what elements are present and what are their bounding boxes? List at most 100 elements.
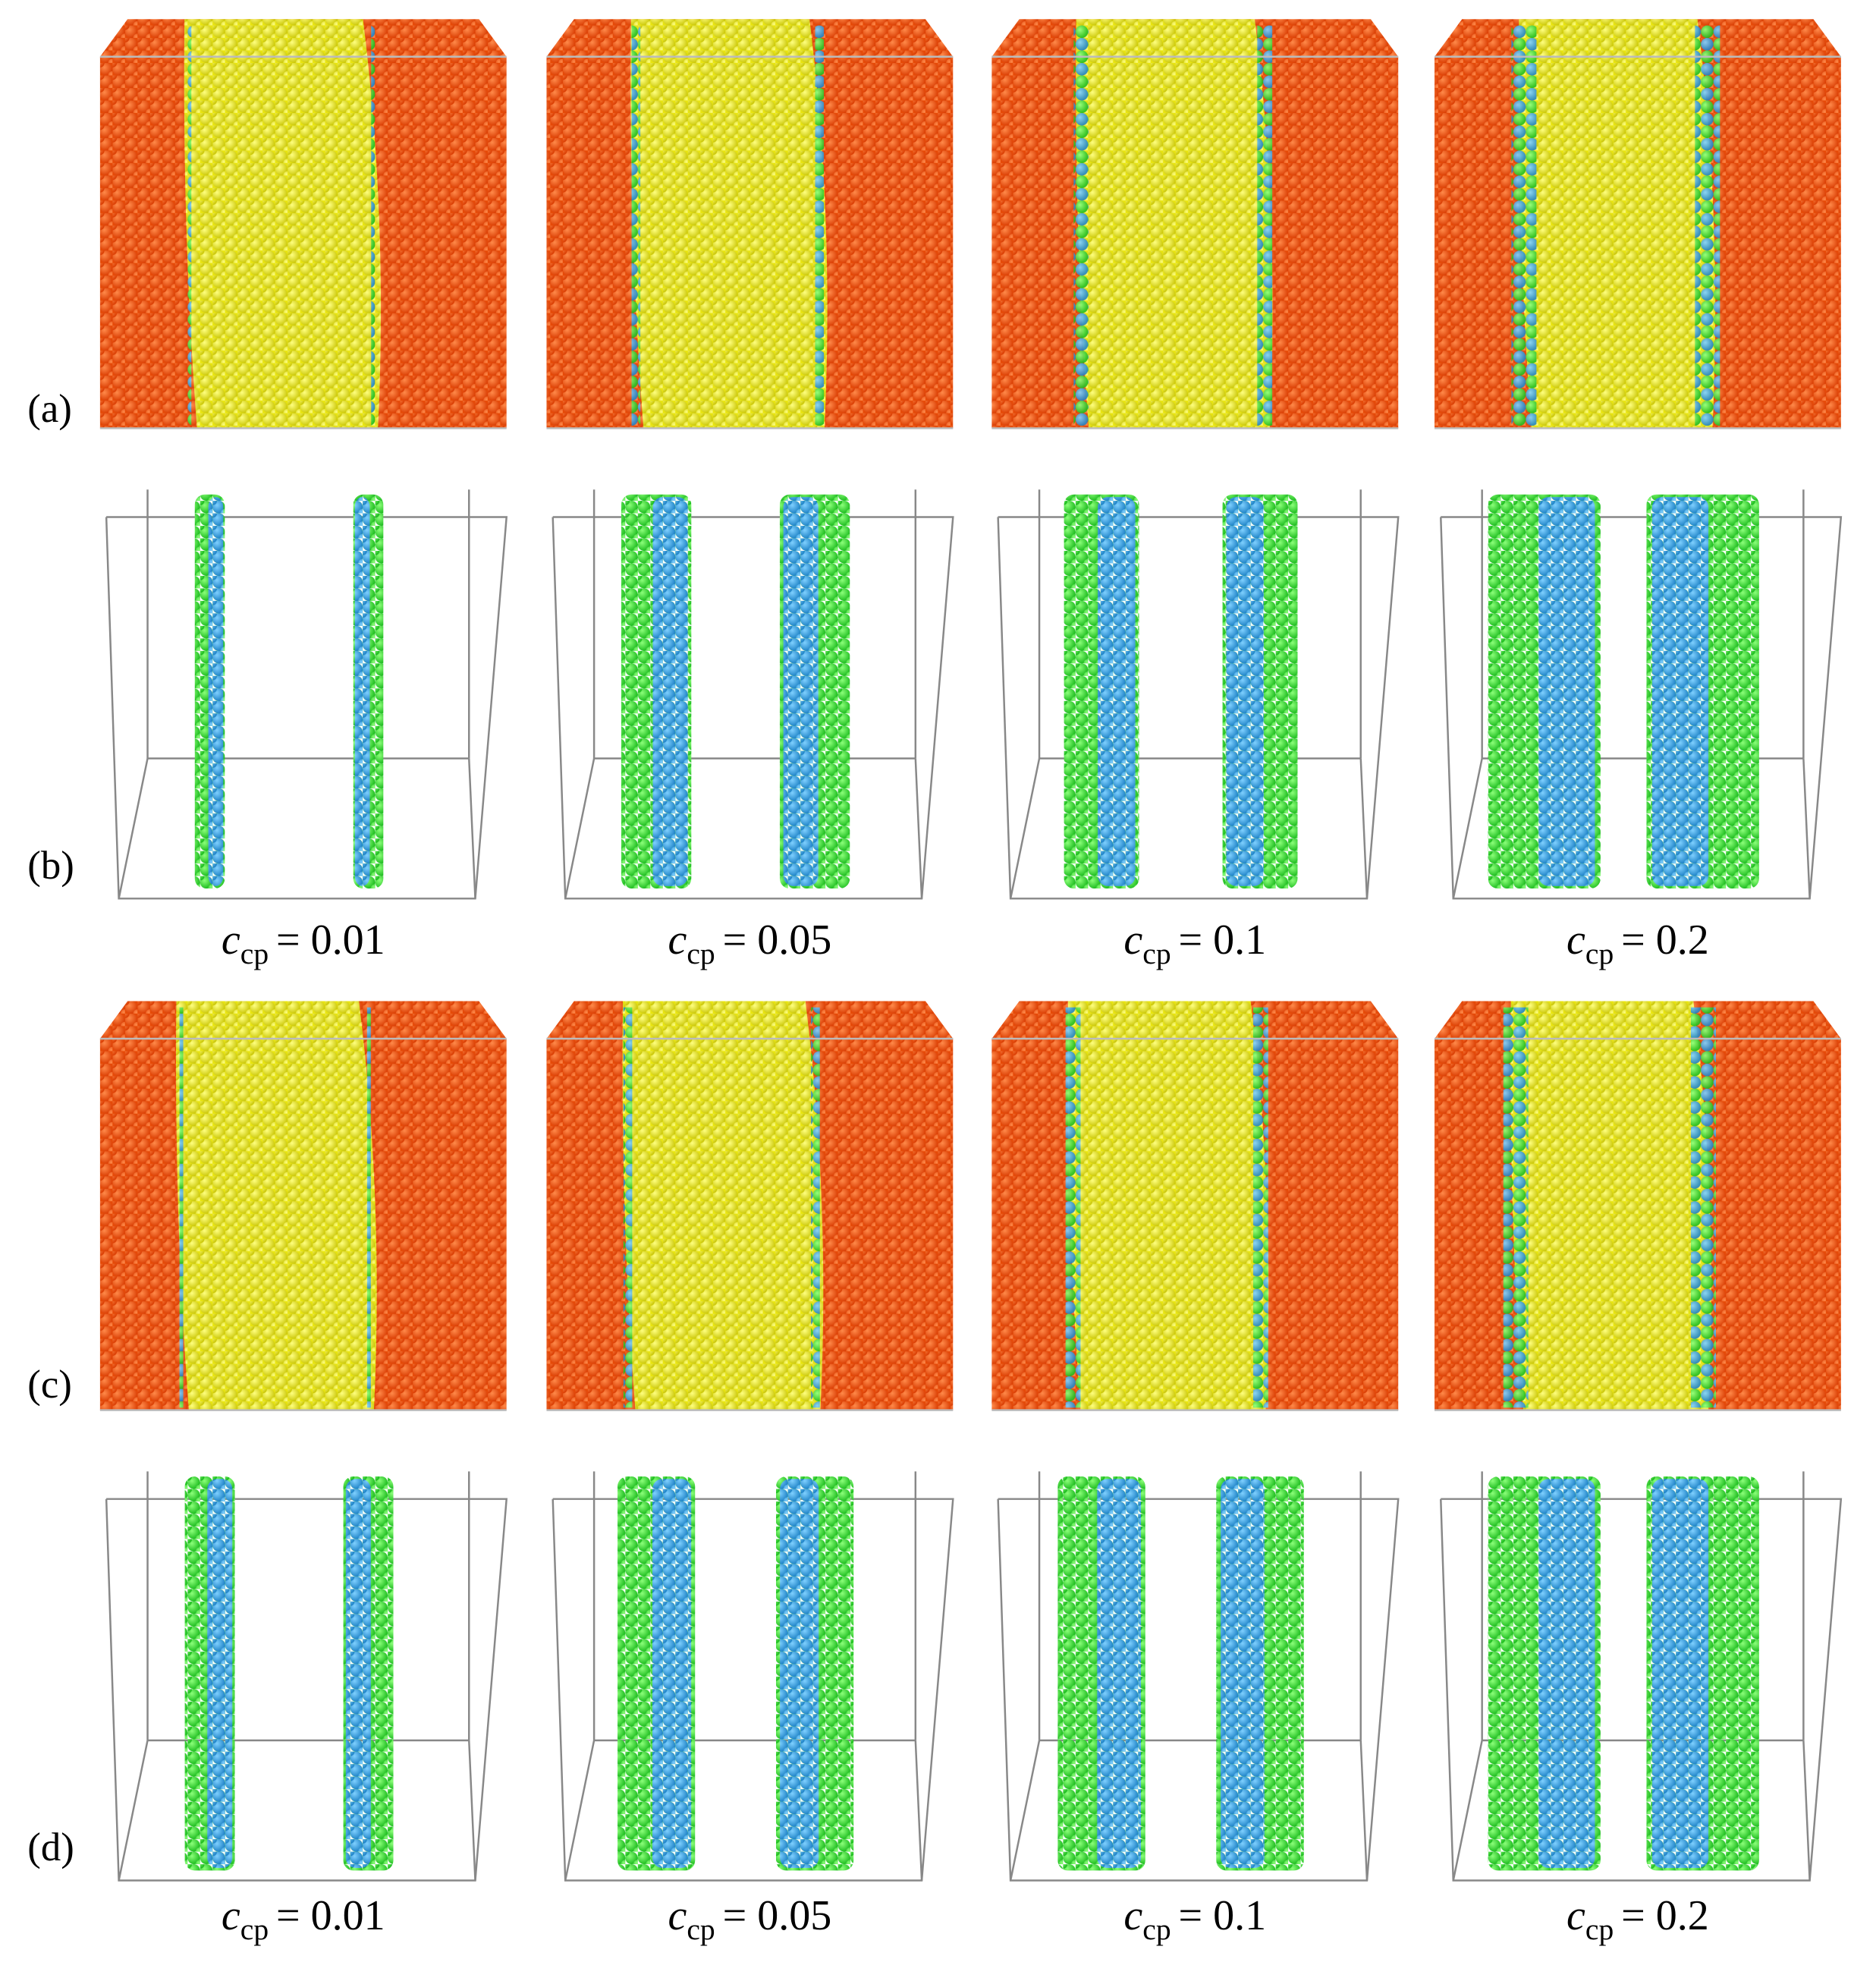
caption-value: = 0.05 — [723, 917, 832, 964]
caption-symbol: c — [668, 917, 687, 964]
blue-band — [1098, 497, 1136, 886]
caption-subscript: cp — [687, 1913, 715, 1946]
row-label: (c) — [27, 1363, 72, 1407]
yellow-domain — [1067, 1001, 1269, 1410]
interface-left — [187, 25, 192, 426]
interface-right — [815, 25, 825, 426]
interface-right — [371, 25, 376, 426]
copolymer-panel — [105, 489, 508, 900]
caption-subscript: cp — [240, 1913, 269, 1946]
snapshot-panel — [99, 1001, 507, 1411]
box-edges — [105, 1498, 508, 1882]
interface-right — [1252, 1007, 1268, 1408]
caption-subscript: cp — [1585, 1913, 1614, 1946]
box-edge — [1802, 758, 1811, 899]
caption-symbol: c — [1123, 917, 1142, 964]
interface-left — [1503, 1007, 1529, 1408]
caption: ccp = 0.05 — [668, 917, 831, 970]
interface-left — [631, 25, 641, 426]
caption-symbol: c — [222, 1892, 240, 1939]
interface-left — [179, 1007, 184, 1408]
caption: ccp = 0.1 — [1123, 1892, 1266, 1946]
snapshot-panel — [99, 19, 507, 429]
box-edges — [105, 516, 508, 900]
yellow-domain — [184, 19, 382, 429]
blue-band — [652, 497, 688, 886]
interface-right — [1257, 25, 1273, 426]
blue-band — [1226, 497, 1264, 886]
caption-value: = 0.1 — [1179, 1892, 1267, 1939]
row-label: (d) — [27, 1825, 74, 1869]
copolymer-panel — [1440, 1471, 1843, 1882]
caption-value: = 0.05 — [723, 1892, 832, 1939]
box-edge — [564, 1740, 595, 1881]
caption-value: = 0.01 — [276, 917, 385, 964]
caption-symbol: c — [1566, 1892, 1585, 1939]
blue-band — [1221, 1479, 1265, 1869]
box-edge — [1359, 758, 1369, 899]
box-edge — [914, 758, 923, 899]
caption-symbol: c — [1123, 1892, 1142, 1939]
caption: ccp = 0.1 — [1123, 917, 1266, 970]
yellow-domain — [622, 1001, 824, 1410]
box-edge — [118, 758, 149, 899]
interface-left — [1511, 25, 1537, 426]
caption-subscript: cp — [1142, 937, 1171, 970]
caption-symbol: c — [668, 1892, 687, 1939]
row-label: (b) — [27, 844, 74, 888]
yellow-domain — [1510, 1001, 1711, 1410]
snapshot-panel — [546, 1001, 954, 1411]
caption-subscript: cp — [1142, 1913, 1171, 1946]
interface-left — [623, 1007, 633, 1408]
box-edge — [914, 1740, 923, 1881]
box-edge — [564, 758, 595, 899]
box-edges — [551, 1498, 954, 1882]
box-edge — [118, 1740, 149, 1881]
copolymer-panel — [997, 1471, 1400, 1882]
caption: ccp = 0.2 — [1566, 1892, 1709, 1946]
copolymer-panel — [105, 1471, 508, 1882]
snapshot-panel — [1434, 19, 1841, 429]
blue-band — [345, 1479, 371, 1869]
copolymer-panel — [997, 489, 1400, 900]
box-edge — [468, 758, 476, 899]
blue-band — [208, 497, 224, 886]
box-edge — [1009, 758, 1041, 899]
snapshot-panel — [991, 19, 1399, 429]
snapshot-panel — [991, 1001, 1399, 1411]
blue-band — [783, 497, 819, 886]
box-edge — [1359, 1740, 1369, 1881]
box-edge — [468, 1740, 476, 1881]
interface-right — [1690, 1007, 1716, 1408]
box-edge — [1802, 1740, 1811, 1881]
copolymer-panel — [551, 1471, 954, 1882]
yellow-domain — [1076, 19, 1273, 429]
caption-value: = 0.2 — [1621, 917, 1709, 964]
row-label: (a) — [27, 387, 72, 431]
blue-band — [1097, 1479, 1141, 1869]
blue-band — [1538, 1479, 1595, 1869]
blue-band — [1651, 1479, 1709, 1869]
caption-symbol: c — [1566, 917, 1585, 964]
blue-band — [1651, 497, 1709, 886]
caption: ccp = 0.01 — [222, 917, 385, 970]
yellow-domain — [175, 1001, 377, 1410]
box-edge — [1009, 1740, 1041, 1881]
caption: ccp = 0.05 — [668, 1892, 831, 1946]
caption-subscript: cp — [1585, 937, 1614, 970]
caption: ccp = 0.01 — [222, 1892, 385, 1946]
blue-band — [1538, 497, 1595, 886]
box-edges — [551, 516, 954, 900]
yellow-domain — [1518, 19, 1716, 429]
blue-band — [354, 497, 370, 886]
interface-right — [1695, 25, 1720, 426]
caption-value: = 0.01 — [276, 1892, 385, 1939]
caption: ccp = 0.2 — [1566, 917, 1709, 970]
box-edge — [1452, 758, 1483, 899]
copolymer-panel — [1440, 489, 1843, 900]
snapshot-panel — [546, 19, 954, 429]
blue-band — [652, 1479, 692, 1869]
interface-right — [811, 1007, 820, 1408]
interface-right — [366, 1007, 371, 1408]
